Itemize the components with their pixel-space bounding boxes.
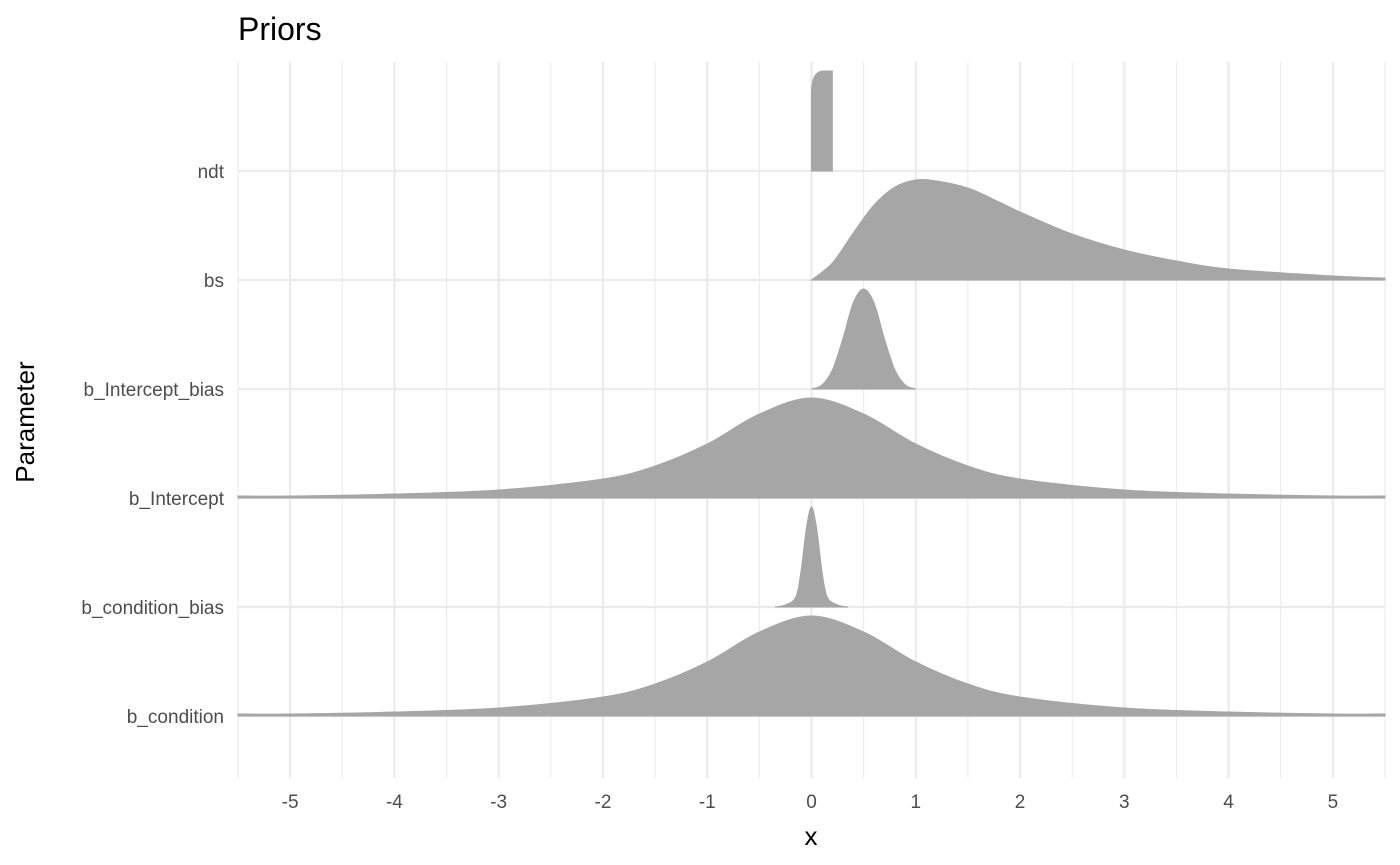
x-tick-label: 3 bbox=[1119, 792, 1130, 813]
ridges bbox=[237, 70, 1386, 717]
y-axis-ticks: ndt bs b_Intercept_bias b_Intercept b_condit… bbox=[81, 162, 224, 728]
x-tick-label: -3 bbox=[490, 792, 507, 813]
ridge-ndt bbox=[811, 70, 833, 172]
x-axis-title: x bbox=[805, 821, 818, 851]
y-tick-label: b_Intercept_bias bbox=[84, 380, 225, 401]
x-tick-label: 2 bbox=[1015, 792, 1026, 813]
x-tick-label: 0 bbox=[806, 792, 817, 813]
x-axis-ticks: -5 -4 -3 -2 -1 0 1 2 3 4 5 bbox=[282, 792, 1338, 813]
x-tick-label: 5 bbox=[1328, 792, 1339, 813]
y-axis-title: Parameter bbox=[10, 361, 40, 483]
ridge-b-condition-bias bbox=[774, 506, 849, 608]
x-tick-label: 1 bbox=[910, 792, 921, 813]
chart-title: Priors bbox=[238, 11, 322, 47]
x-tick-label: -1 bbox=[699, 792, 716, 813]
x-tick-label: -5 bbox=[282, 792, 299, 813]
ridge-bs bbox=[810, 179, 1386, 281]
x-tick-label: 4 bbox=[1223, 792, 1234, 813]
y-tick-label: b_condition_bias bbox=[81, 598, 224, 619]
x-tick-label: -4 bbox=[386, 792, 403, 813]
ridge-b-Intercept-bias bbox=[811, 288, 916, 390]
y-tick-label: b_condition bbox=[127, 707, 224, 728]
y-tick-label: bs bbox=[204, 271, 224, 292]
y-tick-label: ndt bbox=[198, 162, 225, 183]
ridge-b-Intercept bbox=[237, 397, 1386, 499]
y-tick-label: b_Intercept bbox=[129, 489, 225, 510]
ridge-b-condition bbox=[237, 615, 1386, 717]
x-tick-label: -2 bbox=[595, 792, 612, 813]
